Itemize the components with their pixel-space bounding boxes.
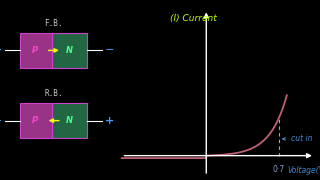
Text: 0·7: 0·7 (273, 165, 285, 174)
Text: P: P (32, 116, 38, 125)
Text: −: − (0, 116, 3, 126)
Text: (I) Current: (I) Current (170, 14, 217, 22)
Text: R.B.: R.B. (44, 89, 63, 98)
Text: N: N (66, 116, 73, 125)
Bar (52, 103, 87, 138)
Bar (52, 33, 87, 68)
Text: Voltage(V): Voltage(V) (287, 166, 320, 176)
Bar (20, 33, 52, 68)
Text: cut in: cut in (283, 134, 313, 143)
Text: +: + (0, 45, 3, 55)
Text: N: N (66, 46, 73, 55)
Text: +: + (105, 116, 114, 126)
Bar (20, 103, 52, 138)
Text: P: P (32, 46, 38, 55)
Text: −: − (105, 45, 114, 55)
Text: F.B.: F.B. (44, 19, 63, 28)
